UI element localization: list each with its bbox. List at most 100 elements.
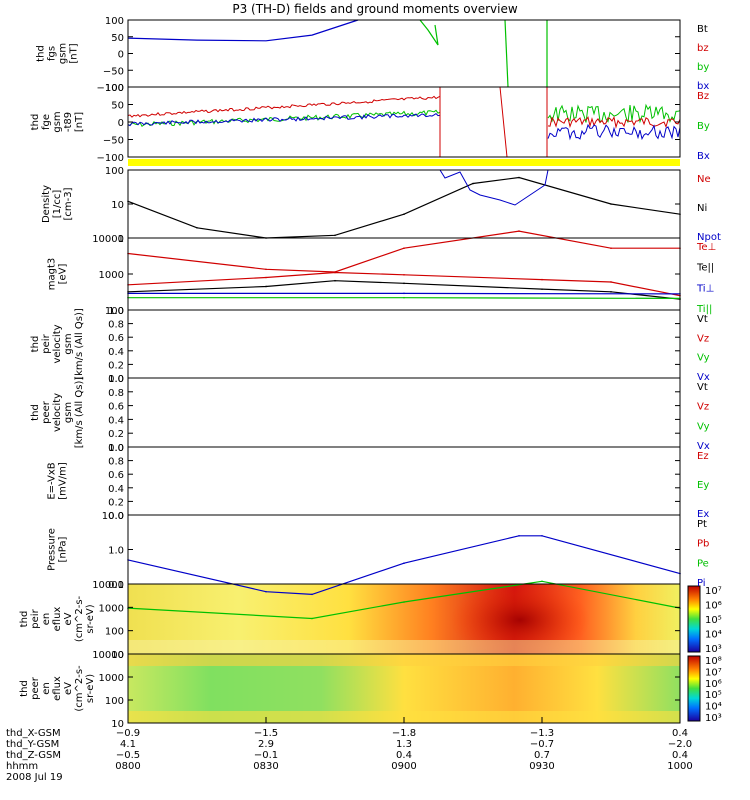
peir_spec-colorbar-label: 10³: [705, 644, 722, 655]
bar-status-strip: [128, 159, 680, 166]
x-row-value: 0.4: [672, 750, 688, 761]
fgs-ylabel-line: [nT]: [69, 43, 80, 63]
temp-tick-label: 10000: [92, 234, 124, 245]
fge-ylabel-line: thd: [30, 114, 41, 131]
density-point-Ni: [334, 234, 336, 237]
fge-bx-noisy: [547, 123, 681, 141]
peer_vel-frame: [127, 377, 681, 448]
density-point-Ne: [265, 268, 267, 271]
x-row-value: 0930: [529, 761, 554, 772]
peer_vel-tick-label: 0.8: [108, 388, 124, 399]
pressure-point-Pi: [265, 590, 267, 593]
density-frame: [127, 169, 681, 239]
pressure-legend-Pe: Pe: [697, 558, 709, 569]
density-series-Ne: [127, 230, 680, 273]
density-legend-Npot: Npot: [697, 232, 721, 243]
peir_spec-colorbar: [687, 585, 701, 653]
temp-legend-Ti⊥: Ti⊥: [696, 283, 714, 294]
fge-legend-Bz: Bz: [697, 91, 709, 102]
peir_vel-legend-Vy: Vy: [697, 353, 710, 364]
peir-spectrogram-peak: [450, 582, 590, 658]
peer_spec-ylabel-line: (cm^2-s-: [74, 665, 85, 712]
peer_vel-tick-label: 0.2: [108, 429, 124, 440]
peir_vel-legend-Vz: Vz: [697, 333, 709, 344]
peer_spec-tick-label: 100: [105, 696, 124, 707]
x-date-label: 2008 Jul 19: [6, 772, 63, 783]
fgs-legend-by: by: [697, 62, 709, 73]
peir_spec-ylabel-line: eflux: [52, 607, 63, 632]
peer_spec-tick-label: 10000: [92, 650, 124, 661]
pressure-point-Pe: [541, 580, 543, 583]
fgs-legend-Bt: Bt: [697, 24, 708, 35]
exb-tick-label: 1.0: [108, 443, 124, 454]
peer_spec-colorbar-label: 10⁸: [705, 656, 722, 667]
peer_vel-legend-Vy: Vy: [697, 421, 710, 432]
x-row-value: −0.7: [530, 739, 554, 750]
fgs-by-spike: [504, 19, 509, 88]
exb-tick-label: 0.0: [108, 511, 124, 522]
fge-tick-label: −50: [103, 136, 124, 147]
fge-tick-label: 50: [111, 101, 124, 112]
x-row-value: 0830: [253, 761, 278, 772]
fgs-ylabel-line: gsm: [58, 43, 69, 64]
x-row-value: −0.5: [116, 750, 140, 761]
peir-spectrogram-low: [128, 640, 680, 654]
temp-legend-Ti||: Ti||: [696, 304, 712, 315]
temp-point-Te⊥: [403, 274, 405, 276]
peer_vel-legend-Vt: Vt: [697, 382, 708, 393]
peir_spec-ylabel-line: en: [41, 613, 52, 626]
peir_spec-ylabel-line: peir: [30, 608, 41, 628]
exb-legend-Ey: Ey: [697, 480, 709, 491]
peer_spec-ylabel-line: eflux: [52, 676, 63, 701]
fge-by-line: [127, 109, 441, 128]
peir_vel-tick-label: 0.2: [108, 360, 124, 371]
x-row-value: −2.0: [668, 739, 692, 750]
fge-ylabel-line: fge: [41, 114, 52, 130]
pressure-point-Pi: [403, 562, 405, 565]
temp-ylabel-line: [eV]: [58, 264, 69, 285]
temp-ylabel-line: magt3: [47, 258, 58, 291]
pressure-legend-Pb: Pb: [697, 539, 709, 550]
peir_spec-ylabel-line: sr-eV): [85, 604, 96, 633]
temp-point-Te||: [334, 279, 336, 282]
exb-ylabel-line: [mV/m]: [58, 462, 69, 500]
fge-legend-Bx: Bx: [697, 151, 710, 162]
temp-point-Te||: [610, 291, 612, 293]
peer_vel-legend-Vz: Vz: [697, 402, 709, 413]
fge-tick-label: 100: [105, 83, 124, 94]
fgs-ylabel-line: thd: [36, 45, 47, 62]
temp-point-Ti⊥: [403, 292, 405, 295]
peer_vel-legend-Vx: Vx: [697, 441, 710, 452]
x-row-value: 0.4: [396, 750, 412, 761]
exb-tick-label: 0.2: [108, 497, 124, 508]
fge-tick-label: −100: [97, 153, 124, 164]
temp-point-Te||: [541, 288, 543, 290]
peer_vel-tick-label: 0.6: [108, 402, 124, 413]
temp-point-Te||: [265, 285, 267, 288]
peir_spec-tick-label: 10000: [92, 580, 124, 591]
peer_spec-colorbar-label: 10⁵: [705, 690, 722, 701]
peir_vel-tick-label: 0.8: [108, 320, 124, 331]
fge-ylabel-line: gsm: [52, 111, 63, 132]
temp-tick-label: 1000: [99, 270, 124, 281]
pressure-point-Pe: [311, 617, 313, 620]
x-row-value: 1000: [667, 761, 692, 772]
density-point-Ni: [403, 213, 405, 216]
peir_spec-ylabel-line: thd: [19, 611, 30, 628]
fgs-tick-label: −50: [103, 66, 124, 77]
pressure-frame: [127, 514, 681, 585]
density-point-Ni: [196, 226, 198, 229]
fge-gap-lines: [439, 86, 548, 158]
x-row-label: thd_Z-GSM: [6, 750, 61, 761]
exb-legend-Ez: Ez: [697, 451, 709, 462]
fgs-tick-label: 0: [118, 50, 124, 61]
peer_spec-ylabel-line: eV: [63, 682, 74, 695]
fgs-by-line: [419, 19, 439, 46]
peer_spec-tick-label: 10: [111, 719, 124, 730]
peir_vel-ylabel-line: peir: [41, 333, 52, 353]
density-npot-line: [439, 169, 549, 206]
peer_spec-tick-label: 1000: [99, 673, 124, 684]
x-row-value: −0.1: [254, 750, 278, 761]
fgs-tick-label: −100: [97, 83, 124, 94]
density-legend-Ne: Ne: [697, 174, 711, 185]
